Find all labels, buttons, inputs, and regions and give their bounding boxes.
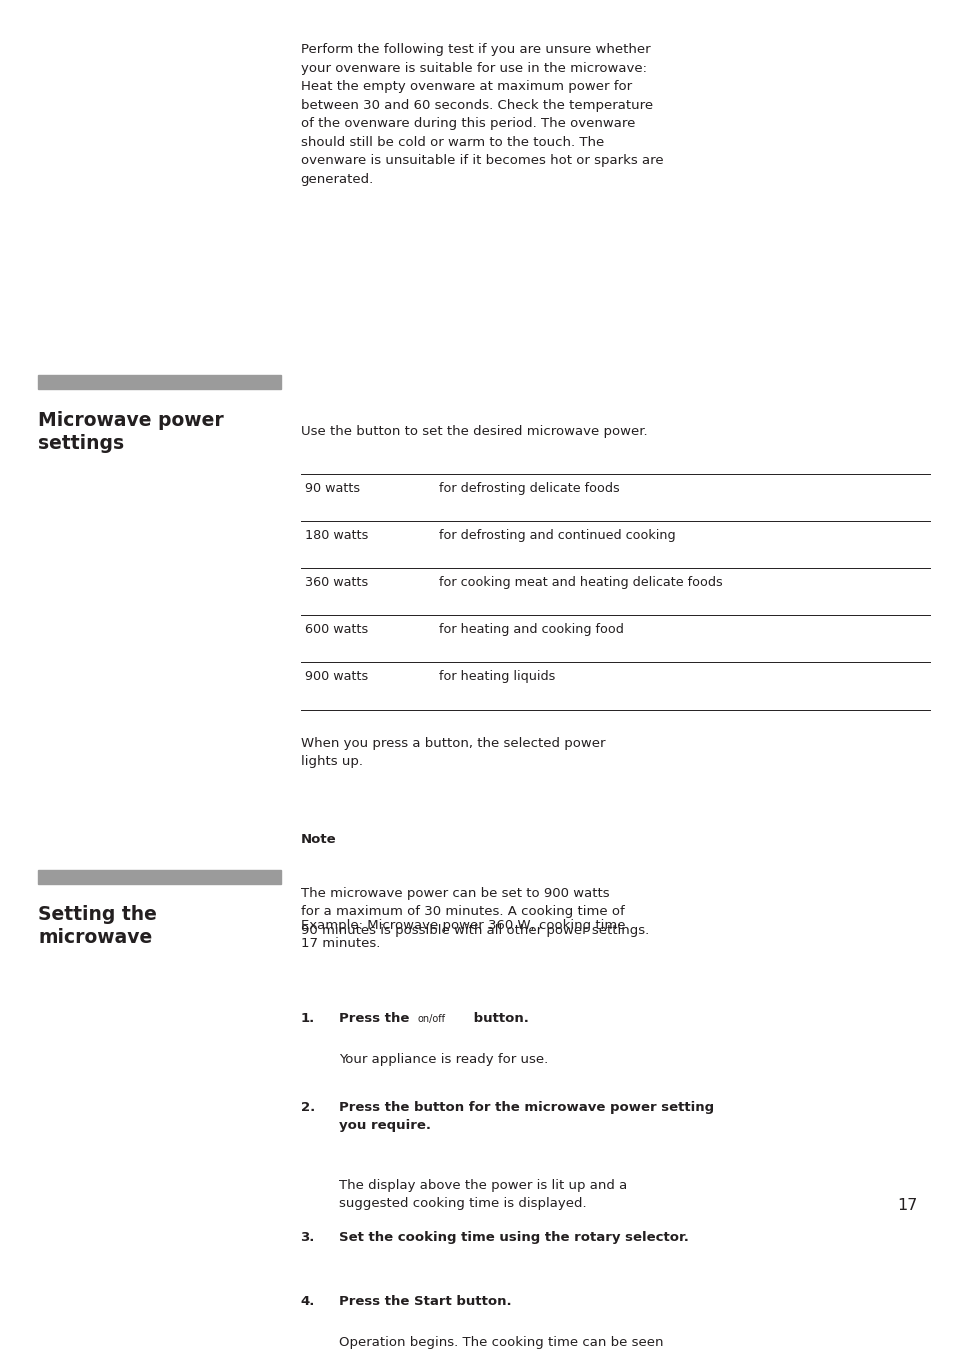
Text: Press the button for the microwave power setting
you require.: Press the button for the microwave power…: [338, 1101, 713, 1133]
Text: for defrosting and continued cooking: for defrosting and continued cooking: [438, 529, 675, 542]
Text: 17: 17: [897, 1198, 917, 1214]
Text: 2.: 2.: [300, 1101, 314, 1114]
Text: 900 watts: 900 watts: [305, 669, 368, 683]
Text: for heating and cooking food: for heating and cooking food: [438, 623, 623, 635]
Text: 4.: 4.: [300, 1295, 314, 1309]
Text: Setting the
microwave: Setting the microwave: [38, 906, 157, 946]
Bar: [38, 376, 281, 389]
Text: 180 watts: 180 watts: [305, 529, 368, 542]
Text: The display above the power is lit up and a
suggested cooking time is displayed.: The display above the power is lit up an…: [338, 1179, 626, 1210]
Text: 1.: 1.: [300, 1011, 314, 1025]
Text: Use the button to set the desired microwave power.: Use the button to set the desired microw…: [300, 425, 646, 438]
Text: Operation begins. The cooking time can be seen
counting down.: Operation begins. The cooking time can b…: [338, 1336, 662, 1352]
Text: Perform the following test if you are unsure whether
your ovenware is suitable f: Perform the following test if you are un…: [300, 43, 662, 185]
Text: 90 watts: 90 watts: [305, 481, 360, 495]
Bar: [38, 871, 281, 884]
Text: Press the: Press the: [338, 1011, 414, 1025]
Text: Your appliance is ready for use.: Your appliance is ready for use.: [338, 1052, 547, 1065]
Text: for cooking meat and heating delicate foods: for cooking meat and heating delicate fo…: [438, 576, 721, 588]
Text: When you press a button, the selected power
lights up.: When you press a button, the selected po…: [300, 737, 604, 768]
Text: Microwave power
settings: Microwave power settings: [38, 411, 224, 453]
Text: 3.: 3.: [300, 1230, 314, 1244]
Text: on/off: on/off: [417, 1014, 445, 1023]
Text: button.: button.: [469, 1011, 529, 1025]
Text: 360 watts: 360 watts: [305, 576, 368, 588]
Text: Note: Note: [300, 833, 335, 846]
Text: Press the Start button.: Press the Start button.: [338, 1295, 511, 1309]
Text: Example: Microwave power 360 W, cooking time
17 minutes.: Example: Microwave power 360 W, cooking …: [300, 919, 624, 950]
Text: 600 watts: 600 watts: [305, 623, 368, 635]
Text: for heating liquids: for heating liquids: [438, 669, 555, 683]
Text: for defrosting delicate foods: for defrosting delicate foods: [438, 481, 618, 495]
Text: Set the cooking time using the rotary selector.: Set the cooking time using the rotary se…: [338, 1230, 688, 1244]
Text: The microwave power can be set to 900 watts
for a maximum of 30 minutes. A cooki: The microwave power can be set to 900 wa…: [300, 887, 648, 937]
